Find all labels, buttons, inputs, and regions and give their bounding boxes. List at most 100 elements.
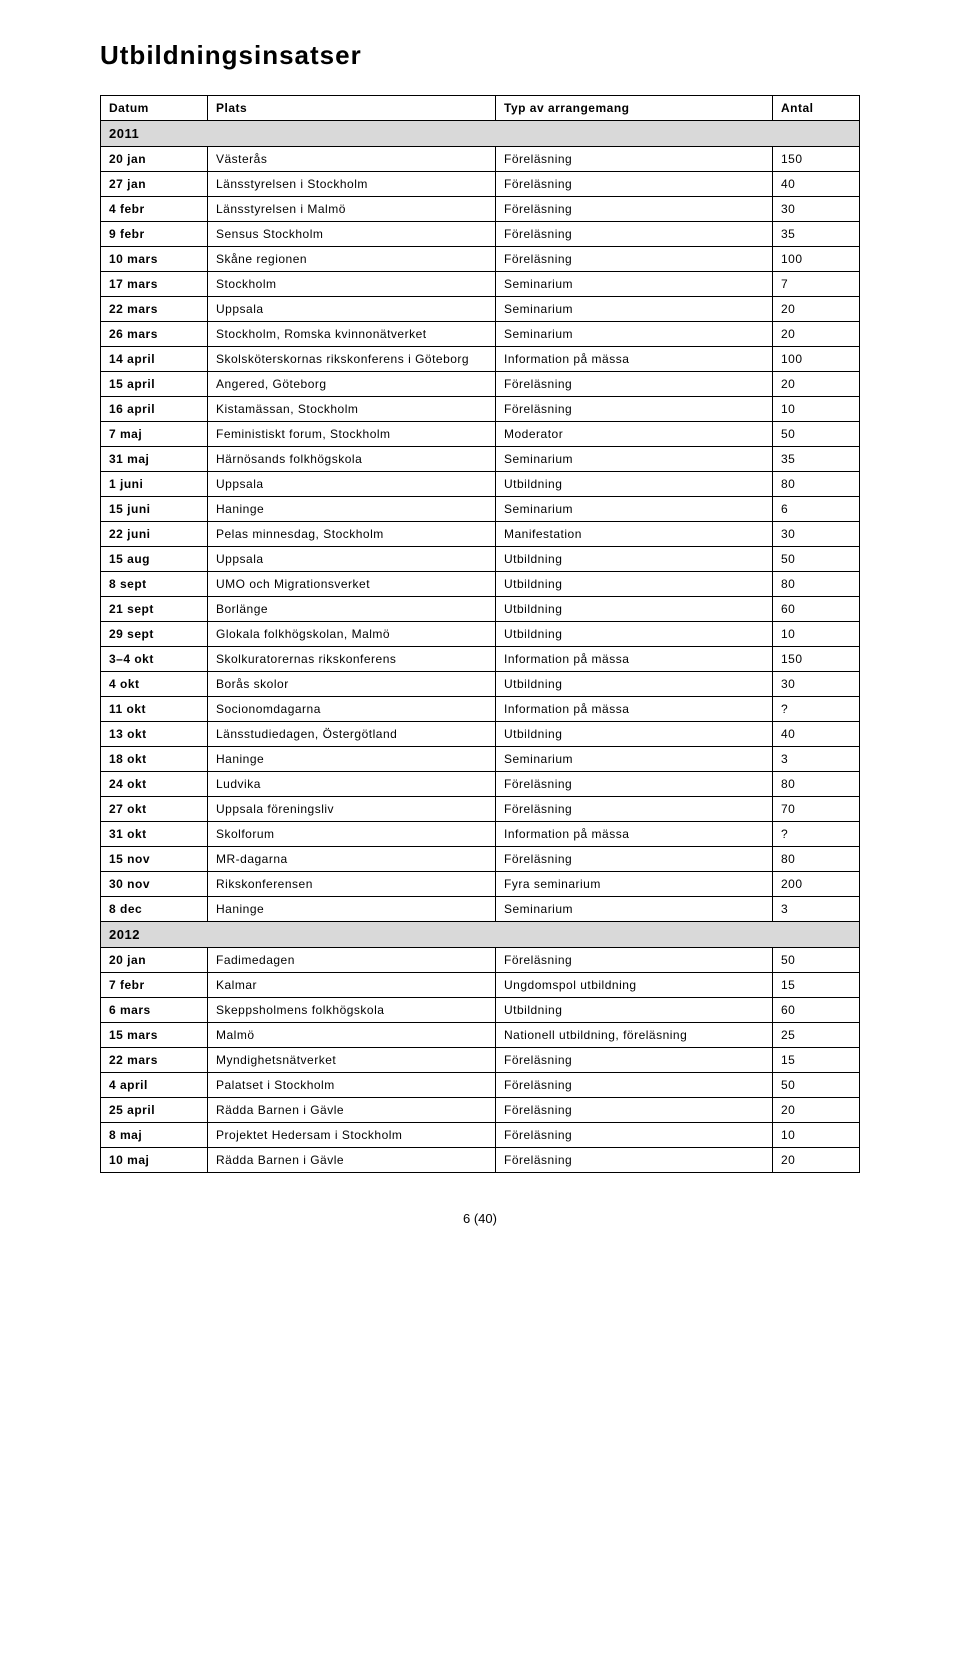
cell-date: 15 nov [101, 847, 208, 872]
cell-count: 40 [773, 722, 860, 747]
cell-date: 24 okt [101, 772, 208, 797]
cell-type: Föreläsning [496, 197, 773, 222]
cell-date: 16 april [101, 397, 208, 422]
cell-place: Uppsala [208, 297, 496, 322]
cell-type: Föreläsning [496, 1073, 773, 1098]
cell-place: Länsstyrelsen i Stockholm [208, 172, 496, 197]
table-row: 4 oktBorås skolorUtbildning30 [101, 672, 860, 697]
cell-date: 7 febr [101, 973, 208, 998]
cell-type: Föreläsning [496, 172, 773, 197]
table-row: 4 febrLänsstyrelsen i MalmöFöreläsning30 [101, 197, 860, 222]
cell-type: Nationell utbildning, föreläsning [496, 1023, 773, 1048]
cell-type: Föreläsning [496, 1148, 773, 1173]
cell-type: Utbildning [496, 472, 773, 497]
cell-place: Glokala folkhögskolan, Malmö [208, 622, 496, 647]
col-header-place: Plats [208, 96, 496, 121]
table-row: 31 oktSkolforumInformation på mässa? [101, 822, 860, 847]
table-row: 7 febrKalmarUngdomspol utbildning15 [101, 973, 860, 998]
cell-count: 60 [773, 998, 860, 1023]
cell-place: Socionomdagarna [208, 697, 496, 722]
cell-date: 8 dec [101, 897, 208, 922]
cell-place: Haninge [208, 897, 496, 922]
table-row: 15 aprilAngered, GöteborgFöreläsning20 [101, 372, 860, 397]
cell-place: Ludvika [208, 772, 496, 797]
cell-type: Information på mässa [496, 822, 773, 847]
table-row: 22 juniPelas minnesdag, StockholmManifes… [101, 522, 860, 547]
col-header-date: Datum [101, 96, 208, 121]
cell-date: 25 april [101, 1098, 208, 1123]
year-row: 2012 [101, 922, 860, 948]
events-table: Datum Plats Typ av arrangemang Antal 201… [100, 95, 860, 1173]
cell-place: Pelas minnesdag, Stockholm [208, 522, 496, 547]
cell-place: Skåne regionen [208, 247, 496, 272]
cell-count: 10 [773, 1123, 860, 1148]
cell-place: Uppsala [208, 547, 496, 572]
cell-place: Skolforum [208, 822, 496, 847]
cell-count: 15 [773, 973, 860, 998]
cell-count: 3 [773, 747, 860, 772]
cell-type: Manifestation [496, 522, 773, 547]
cell-count: 80 [773, 847, 860, 872]
cell-count: 30 [773, 672, 860, 697]
cell-place: Västerås [208, 147, 496, 172]
cell-date: 7 maj [101, 422, 208, 447]
table-row: 27 oktUppsala föreningslivFöreläsning70 [101, 797, 860, 822]
cell-count: 50 [773, 422, 860, 447]
cell-type: Utbildning [496, 597, 773, 622]
cell-place: Uppsala [208, 472, 496, 497]
cell-date: 3–4 okt [101, 647, 208, 672]
cell-type: Föreläsning [496, 847, 773, 872]
table-row: 15 novMR-dagarnaFöreläsning80 [101, 847, 860, 872]
cell-count: 50 [773, 948, 860, 973]
cell-place: Länsstudiedagen, Östergötland [208, 722, 496, 747]
table-row: 20 janFadimedagenFöreläsning50 [101, 948, 860, 973]
table-row: 18 oktHaningeSeminarium3 [101, 747, 860, 772]
cell-date: 15 mars [101, 1023, 208, 1048]
cell-count: ? [773, 697, 860, 722]
cell-type: Moderator [496, 422, 773, 447]
cell-count: ? [773, 822, 860, 847]
cell-count: 60 [773, 597, 860, 622]
cell-place: Skeppsholmens folkhögskola [208, 998, 496, 1023]
cell-count: 50 [773, 1073, 860, 1098]
cell-place: Rädda Barnen i Gävle [208, 1098, 496, 1123]
cell-place: Skolsköterskornas rikskonferens i Götebo… [208, 347, 496, 372]
table-row: 13 oktLänsstudiedagen, ÖstergötlandUtbil… [101, 722, 860, 747]
col-header-type: Typ av arrangemang [496, 96, 773, 121]
cell-type: Föreläsning [496, 372, 773, 397]
cell-count: 40 [773, 172, 860, 197]
cell-count: 35 [773, 222, 860, 247]
cell-type: Föreläsning [496, 1098, 773, 1123]
cell-place: Myndighetsnätverket [208, 1048, 496, 1073]
cell-place: Uppsala föreningsliv [208, 797, 496, 822]
table-row: 14 aprilSkolsköterskornas rikskonferens … [101, 347, 860, 372]
cell-count: 10 [773, 397, 860, 422]
table-row: 9 febrSensus StockholmFöreläsning35 [101, 222, 860, 247]
cell-date: 29 sept [101, 622, 208, 647]
cell-type: Föreläsning [496, 948, 773, 973]
cell-date: 31 okt [101, 822, 208, 847]
cell-place: UMO och Migrationsverket [208, 572, 496, 597]
cell-count: 15 [773, 1048, 860, 1073]
table-row: 15 augUppsalaUtbildning50 [101, 547, 860, 572]
cell-date: 8 sept [101, 572, 208, 597]
cell-count: 100 [773, 347, 860, 372]
cell-date: 15 aug [101, 547, 208, 572]
table-row: 27 janLänsstyrelsen i StockholmFöreläsni… [101, 172, 860, 197]
cell-place: Rädda Barnen i Gävle [208, 1148, 496, 1173]
table-row: 30 novRikskonferensenFyra seminarium200 [101, 872, 860, 897]
cell-place: Skolkuratorernas rikskonferens [208, 647, 496, 672]
table-row: 3–4 oktSkolkuratorernas rikskonferensInf… [101, 647, 860, 672]
cell-date: 15 juni [101, 497, 208, 522]
cell-count: 100 [773, 247, 860, 272]
cell-date: 4 febr [101, 197, 208, 222]
cell-date: 9 febr [101, 222, 208, 247]
cell-count: 20 [773, 372, 860, 397]
cell-date: 17 mars [101, 272, 208, 297]
cell-type: Information på mässa [496, 697, 773, 722]
table-row: 20 janVästeråsFöreläsning150 [101, 147, 860, 172]
year-row: 2011 [101, 121, 860, 147]
table-row: 4 aprilPalatset i StockholmFöreläsning50 [101, 1073, 860, 1098]
table-header-row: Datum Plats Typ av arrangemang Antal [101, 96, 860, 121]
page-title: Utbildningsinsatser [100, 40, 860, 71]
